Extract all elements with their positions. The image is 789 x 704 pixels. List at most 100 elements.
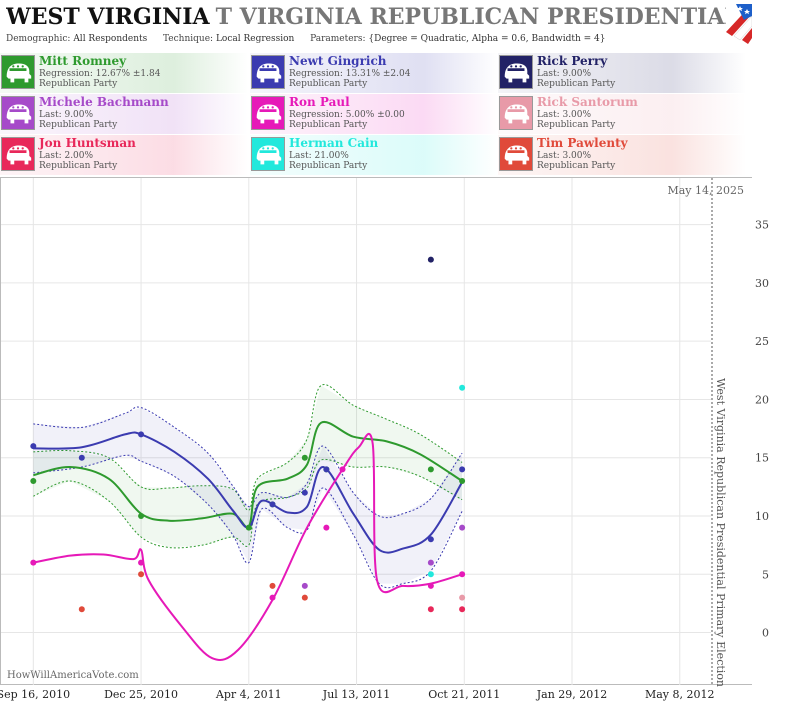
data-point — [138, 571, 145, 578]
x-tick-label: Jan 29, 2012 — [536, 688, 608, 701]
y-tick-label: 15 — [755, 452, 769, 465]
candidate-stat: Last: 3.00% — [537, 110, 592, 120]
data-point — [339, 466, 346, 473]
confidence-band — [33, 385, 463, 548]
y-tick-label: 35 — [755, 219, 769, 232]
candidate-name: Ron Paul — [289, 95, 350, 109]
data-point — [269, 501, 276, 508]
candidate-stat: Last: 9.00% — [39, 110, 94, 120]
y-tick-label: 0 — [762, 627, 769, 640]
candidate-party: Republican Party — [537, 161, 616, 171]
chart-svg: 0 5 10 15 20 25 30 35 Sep 16, 2010 Dec 25, 2010 Ap… — [0, 178, 769, 701]
elephant-icon — [499, 137, 533, 171]
x-tick-label: Oct 21, 2011 — [428, 688, 500, 701]
candidate-card[interactable]: Tim Pawlenty Last: 3.00% Republican Party — [498, 135, 746, 175]
election-label: West Virginia Republican Presidential Pr… — [714, 378, 727, 687]
candidate-party: Republican Party — [39, 79, 118, 89]
candidate-card[interactable]: Michele Bachmann Last: 9.00% Republican Pa… — [0, 94, 248, 134]
data-point — [30, 443, 37, 450]
elephant-icon — [251, 137, 285, 171]
candidate-stat: Last: 21.00% — [289, 151, 349, 161]
x-tick-label: Dec 25, 2010 — [104, 688, 178, 701]
elephant-icon — [251, 96, 285, 130]
data-point — [427, 559, 434, 566]
candidate-party: Republican Party — [289, 161, 368, 171]
candidate-stat: Last: 9.00% — [537, 69, 592, 79]
current-date-label: May 14, 2025 — [667, 184, 744, 197]
candidate-name: Rick Perry — [537, 54, 608, 68]
data-point — [427, 606, 434, 613]
elephant-icon — [1, 96, 35, 130]
technique-value[interactable]: Local Regression — [215, 34, 295, 44]
data-point — [323, 524, 330, 531]
candidate-card[interactable]: Jon Huntsman Last: 2.00% Republican Party — [0, 135, 248, 175]
candidate-party: Republican Party — [39, 161, 118, 171]
data-point — [301, 582, 308, 589]
data-point — [269, 582, 276, 589]
candidate-name: Herman Cain — [289, 136, 379, 150]
data-point — [269, 594, 276, 601]
data-point — [427, 536, 434, 543]
x-tick-label: May 8, 2012 — [645, 688, 715, 701]
data-point — [427, 582, 434, 589]
candidate-card[interactable]: Mitt Romney Regression: 12.67% ±1.84 Repub… — [0, 53, 248, 93]
candidate-name: Mitt Romney — [39, 54, 127, 68]
parameters-value[interactable]: {Degree = Quadratic, Alpha = 0.6, Bandwi… — [368, 34, 606, 44]
candidate-card[interactable]: Rick Perry Last: 9.00% Republican Party — [498, 53, 746, 93]
y-tick-label: 20 — [755, 393, 769, 406]
header: WEST VIRGINIA T VIRGINIA REPUBLICAN PRESI… — [0, 0, 752, 52]
data-point — [138, 513, 145, 519]
confidence-upper — [33, 383, 463, 511]
candidate-card[interactable]: Rick Santorum Last: 3.00% Republican Party — [498, 94, 746, 134]
data-point — [459, 524, 466, 531]
candidate-card[interactable]: Herman Cain Last: 21.00% Republican Party — [250, 135, 498, 175]
y-tick-label: 25 — [755, 335, 769, 348]
elephant-icon — [251, 55, 285, 89]
x-tick-label: Jul 13, 2011 — [322, 688, 391, 701]
data-point — [427, 256, 434, 263]
x-tick-label: Sep 16, 2010 — [0, 688, 70, 701]
trend-line — [33, 420, 463, 529]
candidate-party: Republican Party — [39, 120, 118, 130]
data-point — [78, 606, 85, 613]
trend-line — [33, 432, 463, 661]
data-point — [138, 431, 145, 438]
data-point — [459, 384, 466, 391]
candidate-card[interactable]: Newt Gingrich Regression: 13.31% ±2.04 Rep… — [250, 53, 498, 93]
data-point — [323, 466, 330, 473]
data-point — [78, 454, 85, 461]
trend-line — [33, 431, 463, 554]
data-point — [459, 571, 466, 578]
candidate-stat: Regression: 12.67% ±1.84 — [39, 69, 161, 79]
elephant-icon — [1, 137, 35, 171]
candidate-party: Republican Party — [289, 120, 368, 130]
data-point — [301, 454, 308, 461]
confidence-upper — [33, 406, 463, 519]
candidate-stat: Regression: 5.00% ±0.00 — [289, 110, 405, 120]
data-point — [459, 606, 466, 613]
elephant-icon — [499, 96, 533, 130]
y-tick-label: 10 — [755, 510, 769, 523]
confidence-lower — [33, 454, 463, 589]
candidate-name: Michele Bachmann — [39, 95, 169, 109]
data-point — [245, 524, 252, 531]
candidate-card[interactable]: Ron Paul Regression: 5.00% ±0.00 Republica… — [250, 94, 498, 134]
parameters-bar: Demographic: All Respondents Technique: … — [6, 34, 605, 44]
parameters-label: Parameters: — [310, 34, 366, 44]
title-state: WEST VIRGINIA — [6, 4, 210, 30]
y-tick-label: 5 — [762, 568, 769, 581]
data-point — [301, 594, 308, 601]
flag-logo-icon — [726, 4, 752, 44]
demographic-value[interactable]: All Respondents — [73, 34, 148, 44]
data-point — [30, 478, 37, 485]
candidate-name: Jon Huntsman — [39, 136, 136, 150]
title-scrolling-text: T VIRGINIA REPUBLICAN PRESIDENTIAL PRIMA — [215, 4, 726, 30]
candidate-legend: Mitt Romney Regression: 12.67% ±1.84 Repub… — [0, 53, 752, 177]
confidence-band — [33, 407, 463, 584]
candidate-party: Republican Party — [537, 79, 616, 89]
candidate-name: Newt Gingrich — [289, 54, 387, 68]
data-point — [459, 466, 466, 473]
page-title: WEST VIRGINIA T VIRGINIA REPUBLICAN PRESI… — [6, 4, 726, 30]
x-tick-label: Apr 4, 2011 — [215, 688, 282, 701]
candidate-name: Tim Pawlenty — [537, 136, 628, 150]
